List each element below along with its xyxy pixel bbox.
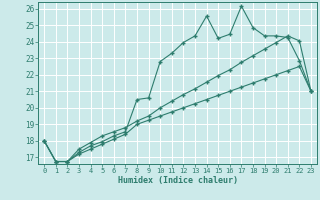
X-axis label: Humidex (Indice chaleur): Humidex (Indice chaleur) [118,176,238,185]
